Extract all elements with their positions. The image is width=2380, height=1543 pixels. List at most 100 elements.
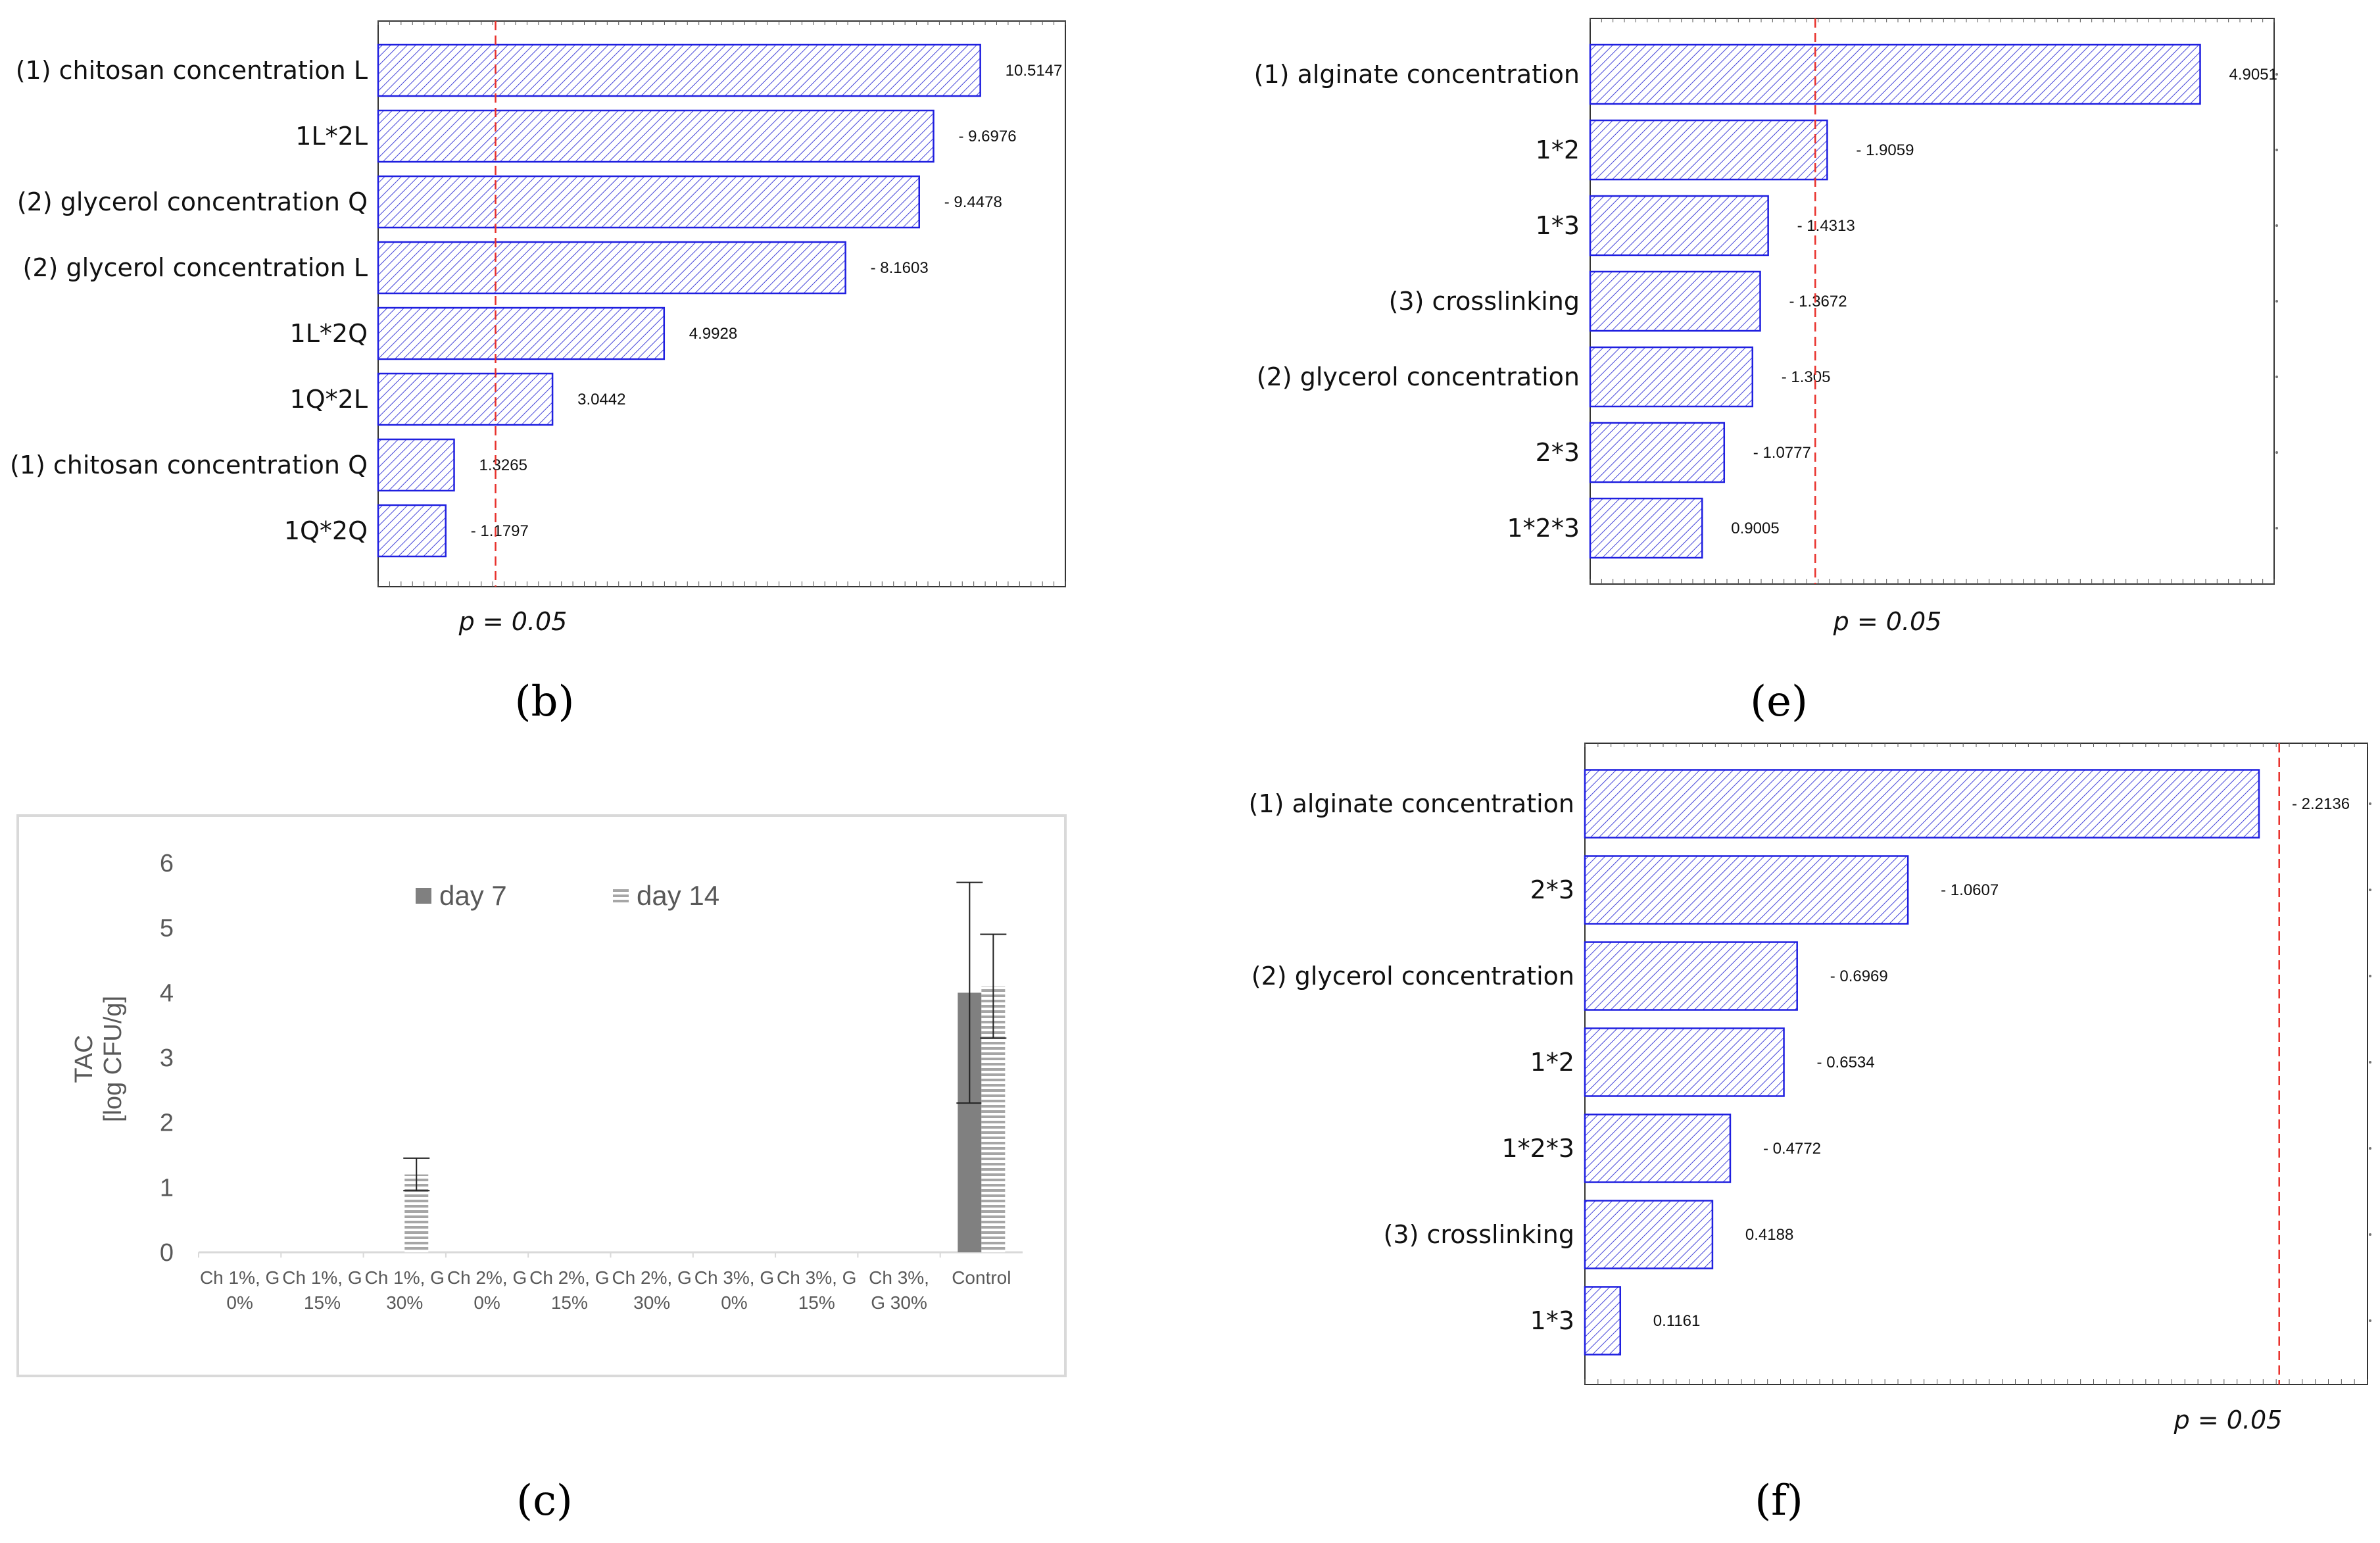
effect-bar — [1589, 195, 1769, 257]
value-label: - 1.0607 — [1941, 881, 1999, 899]
value-label: 0.9005 — [1731, 520, 1779, 537]
y-tick-label: 1 — [160, 1174, 174, 1202]
effect-bar — [377, 175, 920, 229]
y-tick-label: 3 — [160, 1044, 174, 1072]
effect-bar — [1589, 497, 1703, 559]
legend-label-day7: day 7 — [439, 880, 507, 911]
effect-bar — [1589, 119, 1828, 181]
edge-dot — [2275, 149, 2278, 151]
category-label: 1*2*3 — [1507, 514, 1580, 543]
value-label: - 2.2136 — [2292, 795, 2350, 813]
category-label: 1*3 — [1530, 1306, 1574, 1335]
effect-bar — [1589, 270, 1761, 332]
y-tick-label: 6 — [160, 850, 174, 877]
category-label: (2) glycerol concentration — [1251, 962, 1574, 991]
category-label: 1Q*2L — [290, 385, 368, 414]
value-label: - 1.0777 — [1753, 444, 1811, 462]
legend-swatch-day7 — [416, 888, 431, 904]
category-label: (2) glycerol concentration Q — [17, 187, 368, 216]
y-axis-title: TAC[log CFU/g] — [70, 996, 127, 1122]
value-label: - 8.1603 — [871, 259, 929, 277]
x-tick-label: Control — [952, 1267, 1011, 1288]
edge-dot — [2275, 224, 2278, 227]
edge-dot — [2369, 975, 2371, 977]
category-label: (2) glycerol concentration L — [23, 253, 368, 282]
x-tick-label: Ch 3%, G 15% — [777, 1267, 856, 1313]
edge-dot — [2275, 300, 2278, 303]
p-value-label: p = 0.05 — [1833, 607, 1942, 636]
value-label: - 1.3672 — [1789, 293, 1847, 310]
category-label: (1) alginate concentration — [1254, 60, 1580, 89]
effect-bar — [377, 504, 447, 558]
effect-bar — [1584, 1200, 1714, 1269]
category-label: 1L*2Q — [290, 319, 368, 348]
effect-bar — [377, 306, 666, 360]
x-tick-label: Ch 2%, G 30% — [612, 1267, 691, 1313]
plot-frame — [377, 20, 1066, 587]
panel-label-b: (b) — [515, 677, 575, 726]
value-label: 4.9928 — [689, 325, 737, 343]
effect-chart-f: (1) alginate concentration - 2.2136 2*3 - 1… — [1249, 743, 2371, 1434]
panel-label-c: (c) — [516, 1477, 573, 1525]
y-tick-label: 4 — [160, 979, 174, 1007]
value-label: - 1.4313 — [1797, 217, 1855, 235]
edge-dot — [2369, 1147, 2371, 1150]
category-label: 2*3 — [1530, 875, 1574, 904]
category-label: (3) crosslinking — [1389, 287, 1580, 316]
effect-bar — [1589, 422, 1726, 483]
category-label: (1) chitosan concentration Q — [10, 451, 368, 479]
x-tick-label: Ch 1%, G 0% — [200, 1267, 279, 1313]
category-label: (3) crosslinking — [1384, 1220, 1574, 1249]
x-tick-label: Ch 3%, G 30% — [869, 1267, 929, 1313]
category-label: 1Q*2Q — [284, 516, 368, 545]
edge-dot — [2275, 376, 2278, 378]
x-tick-label: Ch 2%, G 0% — [447, 1267, 527, 1313]
edge-dot — [2275, 451, 2278, 454]
effect-bar — [1584, 855, 1909, 925]
value-label: - 0.6534 — [1817, 1054, 1875, 1071]
effect-bar — [377, 372, 554, 426]
value-label: - 0.4772 — [1763, 1140, 1821, 1158]
value-label: 0.4188 — [1745, 1226, 1793, 1244]
effect-bar — [377, 43, 981, 97]
category-label: (2) glycerol concentration — [1257, 362, 1580, 391]
y-tick-label: 0 — [160, 1239, 174, 1267]
value-label: - 9.6976 — [958, 128, 1016, 145]
x-tick-label: Ch 1%, G 30% — [365, 1267, 445, 1313]
panel-label-e: (e) — [1750, 677, 1808, 726]
value-label: 0.1161 — [1653, 1312, 1701, 1330]
effect-bar — [1589, 346, 1754, 408]
category-label: 2*3 — [1536, 438, 1580, 467]
value-label: - 0.6969 — [1830, 967, 1888, 985]
effect-bar — [377, 109, 935, 163]
value-label: 3.0442 — [577, 391, 625, 408]
edge-dot — [2275, 527, 2278, 529]
category-label: 1*2 — [1536, 135, 1580, 164]
effect-bar — [1584, 769, 2260, 839]
edge-dot — [2369, 1319, 2371, 1322]
value-label: - 9.4478 — [944, 193, 1002, 211]
category-label: (1) chitosan concentration L — [16, 56, 368, 85]
value-label: - 1.1797 — [471, 522, 529, 540]
edge-dot — [2369, 802, 2371, 805]
edge-dot — [2369, 1233, 2371, 1236]
edge-dot — [2369, 1061, 2371, 1064]
x-tick-label: Ch 2%, G 15% — [529, 1267, 609, 1313]
value-label: 4.9051 — [2229, 66, 2277, 84]
chart-border — [16, 814, 1067, 1377]
value-label: - 1.9059 — [1856, 141, 1914, 159]
legend-label-day14: day 14 — [637, 880, 719, 911]
p-value-label: p = 0.05 — [458, 607, 568, 636]
category-label: 1L*2L — [295, 122, 368, 151]
effect-bar — [1584, 1114, 1732, 1183]
y-tick-label: 2 — [160, 1110, 174, 1137]
effect-chart-e: (1) alginate concentration 4.9051 1*2 - 1.9… — [1254, 18, 2278, 636]
effect-bar — [377, 241, 846, 295]
value-label: 10.5147 — [1006, 62, 1063, 80]
effect-bar — [1584, 1027, 1785, 1097]
x-tick-label: Ch 1%, G 15% — [282, 1267, 362, 1313]
y-tick-label: 5 — [160, 915, 174, 943]
category-label: (1) alginate concentration — [1249, 789, 1574, 818]
category-label: 1*2 — [1530, 1048, 1574, 1077]
